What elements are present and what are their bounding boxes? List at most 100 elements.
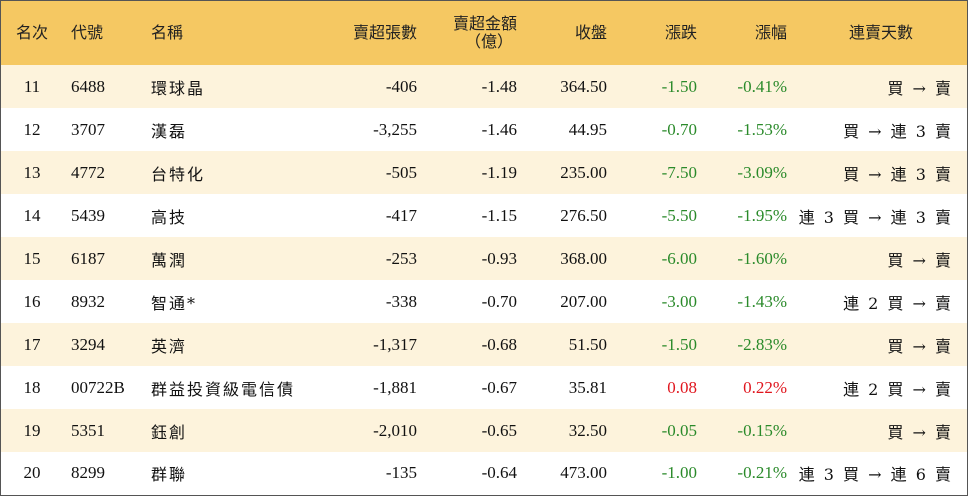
cell-change: -1.00 xyxy=(661,463,697,483)
cell-code: 5439 xyxy=(71,205,105,225)
cell-close: 276.50 xyxy=(560,205,607,225)
table-row: 15 6187 萬潤 -253 -0.93 368.00 -6.00 -1.60% 買 → 賣 xyxy=(1,237,967,280)
cell-net-sell-lots: -2,010 xyxy=(373,420,417,440)
cell-net-sell-lots: -135 xyxy=(385,463,417,483)
header-net-sell-amount-line1: 賣超金額 xyxy=(452,14,517,33)
cell-net-sell-lots: -1,881 xyxy=(373,377,417,397)
header-streak: 連賣天數 xyxy=(848,23,913,42)
table-row: 17 3294 英濟 -1,317 -0.68 51.50 -1.50 -2.83% 買 → 賣 xyxy=(1,323,967,366)
cell-code: 3707 xyxy=(71,119,105,139)
cell-change-pct: -1.95% xyxy=(737,205,787,225)
cell-change: -6.00 xyxy=(661,248,697,268)
cell-change: -0.70 xyxy=(661,119,697,139)
cell-close: 44.95 xyxy=(568,119,607,139)
cell-code: 5351 xyxy=(71,420,105,440)
cell-streak: 買 → 賣 xyxy=(887,78,953,98)
cell-name: 智通* xyxy=(151,293,198,313)
cell-code: 4772 xyxy=(71,162,105,182)
header-rank: 名次 xyxy=(15,23,48,42)
table-row: 12 3707 漢磊 -3,255 -1.46 44.95 -0.70 -1.53% 買 → 連… xyxy=(1,108,967,151)
cell-name: 高技 xyxy=(151,207,188,227)
cell-streak: 連 3 買 → 連 6 賣 xyxy=(798,465,953,485)
cell-net-sell-amount: -1.19 xyxy=(481,162,517,182)
cell-name: 環球晶 xyxy=(151,78,206,98)
cell-rank: 18 xyxy=(23,377,41,397)
cell-change: -1.50 xyxy=(661,76,697,96)
cell-rank: 11 xyxy=(23,76,41,96)
table-row: 18 00722B 群益投資級電信債 -1,881 -0.67 35.81 0.08 0.22… xyxy=(1,366,967,409)
cell-rank: 17 xyxy=(23,334,41,354)
table-row: 14 5439 高技 -417 -1.15 276.50 -5.50 -1.95% 連 3 買 … xyxy=(1,194,967,237)
cell-close: 51.50 xyxy=(568,334,607,354)
cell-code: 8932 xyxy=(71,291,105,311)
cell-change-pct: -0.21% xyxy=(737,463,787,483)
cell-change-pct: -1.60% xyxy=(737,248,787,268)
cell-rank: 20 xyxy=(23,463,41,483)
cell-change: -1.50 xyxy=(661,334,697,354)
cell-streak: 連 2 買 → 賣 xyxy=(843,293,953,313)
cell-streak: 買 → 賣 xyxy=(887,250,953,270)
header-change-pct: 漲幅 xyxy=(754,23,787,42)
cell-close: 473.00 xyxy=(560,463,607,483)
cell-net-sell-lots: -3,255 xyxy=(373,119,417,139)
cell-net-sell-amount: -1.48 xyxy=(481,76,517,96)
header-code: 代號 xyxy=(71,23,104,42)
cell-streak: 買 → 賣 xyxy=(887,422,953,442)
cell-net-sell-amount: -0.70 xyxy=(481,291,517,311)
cell-net-sell-lots: -406 xyxy=(385,76,417,96)
cell-net-sell-lots: -417 xyxy=(385,205,417,225)
cell-change-pct: -1.53% xyxy=(737,119,787,139)
cell-change-pct: 0.22% xyxy=(743,377,787,397)
cell-net-sell-lots: -338 xyxy=(385,291,417,311)
cell-net-sell-lots: -1,317 xyxy=(373,334,417,354)
cell-change: -5.50 xyxy=(661,205,697,225)
cell-streak: 買 → 連 3 賣 xyxy=(843,164,953,184)
header-net-sell-amount: 賣超金額 （億） xyxy=(425,1,525,65)
cell-change-pct: -2.83% xyxy=(737,334,787,354)
cell-close: 235.00 xyxy=(560,162,607,182)
cell-close: 35.81 xyxy=(568,377,607,397)
cell-close: 32.50 xyxy=(568,420,607,440)
cell-net-sell-amount: -1.46 xyxy=(481,119,517,139)
table-row: 19 5351 鈺創 -2,010 -0.65 32.50 -0.05 -0.15% 買 → 賣 xyxy=(1,409,967,452)
cell-code: 8299 xyxy=(71,463,105,483)
cell-close: 364.50 xyxy=(560,76,607,96)
cell-net-sell-amount: -0.67 xyxy=(481,377,517,397)
cell-net-sell-amount: -0.68 xyxy=(481,334,517,354)
cell-change: -0.05 xyxy=(661,420,697,440)
table-row: 20 8299 群聯 -135 -0.64 473.00 -1.00 -0.21% 連 3 買 … xyxy=(1,452,967,495)
cell-streak: 連 2 買 → 賣 xyxy=(843,379,953,399)
cell-net-sell-lots: -505 xyxy=(385,162,417,182)
header-net-sell-amount-line2: （億） xyxy=(464,32,513,51)
cell-net-sell-lots: -253 xyxy=(385,248,417,268)
cell-name: 鈺創 xyxy=(151,422,188,442)
cell-change: -3.00 xyxy=(661,291,697,311)
cell-name: 群益投資級電信債 xyxy=(151,379,296,399)
header-close: 收盤 xyxy=(574,23,607,42)
cell-streak: 連 3 買 → 連 3 賣 xyxy=(798,207,953,227)
cell-change-pct: -0.15% xyxy=(737,420,787,440)
header-net-sell-lots: 賣超張數 xyxy=(352,23,417,42)
cell-name: 萬潤 xyxy=(151,250,188,270)
cell-net-sell-amount: -1.15 xyxy=(481,205,517,225)
table-row: 11 6488 環球晶 -406 -1.48 364.50 -1.50 -0.41% 買 → 賣 xyxy=(1,65,967,108)
cell-code: 6488 xyxy=(71,76,105,96)
cell-code: 3294 xyxy=(71,334,105,354)
cell-change: 0.08 xyxy=(667,377,697,397)
cell-rank: 13 xyxy=(23,162,41,182)
table-row: 13 4772 台特化 -505 -1.19 235.00 -7.50 -3.09% 買 → 連… xyxy=(1,151,967,194)
cell-rank: 12 xyxy=(23,119,41,139)
cell-name: 漢磊 xyxy=(151,121,188,141)
header-row: 名次 代號 名稱 賣超張數 賣超金額 （億） 收盤 漲跌 漲幅 連賣天數 xyxy=(1,1,967,65)
cell-rank: 16 xyxy=(23,291,41,311)
cell-code: 6187 xyxy=(71,248,105,268)
cell-streak: 買 → 連 3 賣 xyxy=(843,121,953,141)
cell-change-pct: -1.43% xyxy=(737,291,787,311)
cell-close: 368.00 xyxy=(560,248,607,268)
table-row: 16 8932 智通* -338 -0.70 207.00 -3.00 -1.43% 連 2 買… xyxy=(1,280,967,323)
cell-change-pct: -3.09% xyxy=(737,162,787,182)
cell-net-sell-amount: -0.64 xyxy=(481,463,517,483)
cell-rank: 15 xyxy=(23,248,41,268)
cell-change: -7.50 xyxy=(661,162,697,182)
